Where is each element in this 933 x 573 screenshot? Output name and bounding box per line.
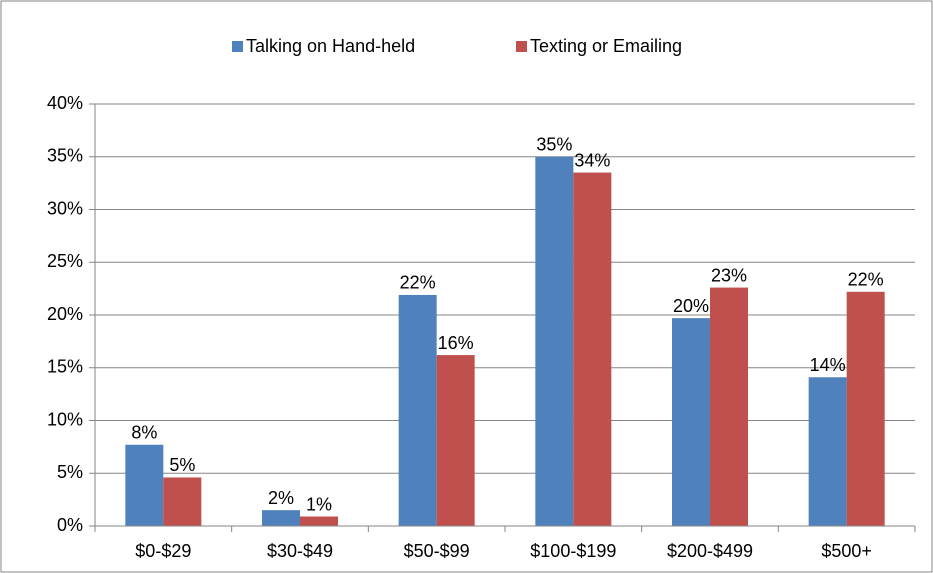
value-label: 20% (673, 296, 709, 316)
bar (846, 291, 885, 526)
bar (710, 287, 748, 526)
bar (535, 156, 574, 526)
x-tick-label: $30-$49 (267, 541, 333, 561)
bar (125, 444, 164, 526)
y-tick-label: 30% (47, 198, 83, 218)
y-tick-label: 0% (57, 515, 83, 535)
y-tick-label: 35% (47, 146, 83, 166)
y-tick-label: 5% (57, 462, 83, 482)
x-tick-label: $200-$499 (667, 541, 753, 561)
value-label: 8% (131, 423, 157, 443)
x-tick-label: $100-$199 (530, 541, 616, 561)
legend-swatch (516, 41, 527, 52)
value-label: 34% (574, 150, 610, 170)
y-tick-label: 25% (47, 251, 83, 271)
legend-swatch (232, 41, 243, 52)
legend-label: Talking on Hand-held (246, 36, 415, 56)
value-label: 22% (848, 270, 884, 290)
value-label: 23% (711, 265, 747, 285)
bar (573, 172, 612, 526)
bar (163, 477, 202, 526)
y-tick-label: 20% (47, 304, 83, 324)
value-label: 2% (268, 488, 294, 508)
value-label: 16% (438, 333, 474, 353)
value-label: 1% (306, 494, 332, 514)
value-label: 35% (536, 135, 572, 155)
bar (436, 355, 475, 526)
value-label: 5% (169, 455, 195, 475)
bar (672, 318, 710, 526)
x-tick-label: $50-$99 (404, 541, 470, 561)
bar (300, 516, 338, 526)
x-tick-label: $500+ (821, 541, 872, 561)
x-tick-label: $0-$29 (135, 541, 191, 561)
legend-label: Texting or Emailing (530, 36, 682, 56)
bar (398, 294, 437, 526)
bar (262, 510, 300, 526)
y-tick-label: 15% (47, 357, 83, 377)
value-label: 14% (810, 355, 846, 375)
y-tick-label: 10% (47, 409, 83, 429)
y-tick-label: 40% (47, 93, 83, 113)
value-label: 22% (400, 273, 436, 293)
bar (808, 377, 847, 526)
